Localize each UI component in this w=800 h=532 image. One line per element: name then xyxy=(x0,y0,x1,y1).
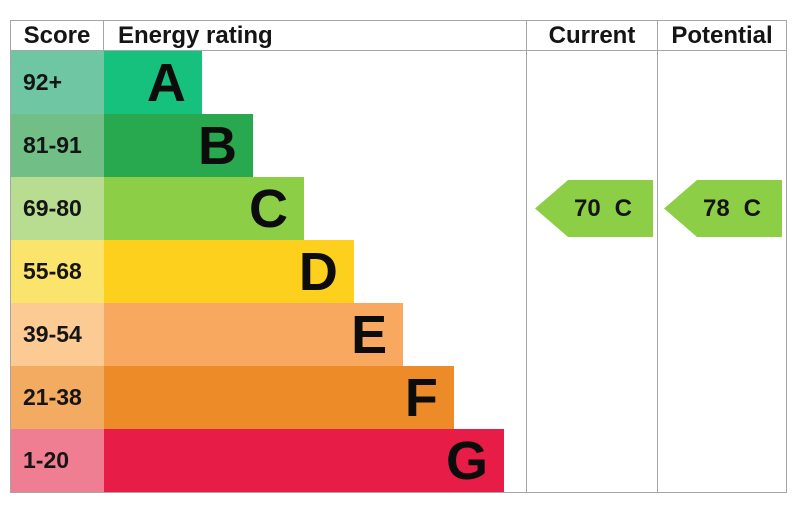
header-potential-label: Potential xyxy=(671,21,773,49)
band-bar-d: D xyxy=(104,240,354,303)
current-cell-c: 70 C xyxy=(526,177,657,240)
band-letter-c: C xyxy=(249,178,289,239)
potential-band-letter: C xyxy=(743,194,762,222)
potential-rating-arrow: 78 C xyxy=(664,180,782,237)
score-range-b-label: 81-91 xyxy=(23,132,82,158)
score-range-g: 1-20 xyxy=(11,429,104,492)
potential-cell-a xyxy=(657,51,786,114)
band-bar-a: A xyxy=(104,51,202,114)
band-letter-d: D xyxy=(298,241,338,302)
score-range-d: 55-68 xyxy=(11,240,104,303)
current-score-value: 70 xyxy=(573,194,601,222)
band-bar-cell-d: D xyxy=(104,240,526,303)
band-bar-cell-a: A xyxy=(104,51,526,114)
band-bar-b: B xyxy=(104,114,253,177)
band-bar-cell-b: B xyxy=(104,114,526,177)
current-band-letter: C xyxy=(614,194,633,222)
header-current-label: Current xyxy=(548,21,636,49)
current-cell-b xyxy=(526,114,657,177)
score-range-g-label: 1-20 xyxy=(23,447,70,473)
current-cell-e xyxy=(526,303,657,366)
header-energy-rating: Energy rating xyxy=(104,21,526,51)
potential-cell-d xyxy=(657,240,786,303)
score-range-f-label: 21-38 xyxy=(23,384,82,410)
potential-cell-f xyxy=(657,366,786,429)
current-cell-g xyxy=(526,429,657,492)
potential-cell-e xyxy=(657,303,786,366)
band-letter-b: B xyxy=(197,115,237,176)
header-score-label: Score xyxy=(23,21,91,49)
epc-rating-chart: Score Energy rating Current Potential 92… xyxy=(10,20,787,493)
band-bar-c: C xyxy=(104,177,305,240)
score-range-d-label: 55-68 xyxy=(23,258,82,284)
score-range-a: 92+ xyxy=(11,51,104,114)
score-range-e-label: 39-54 xyxy=(23,321,82,347)
current-cell-a xyxy=(526,51,657,114)
band-letter-f: F xyxy=(404,367,438,428)
current-cell-d xyxy=(526,240,657,303)
header-current: Current xyxy=(526,21,657,51)
potential-score-value: 78 xyxy=(702,194,730,222)
current-cell-f xyxy=(526,366,657,429)
band-bar-cell-f: F xyxy=(104,366,526,429)
band-bar-f: F xyxy=(104,366,454,429)
score-range-a-label: 92+ xyxy=(23,69,63,95)
score-range-f: 21-38 xyxy=(11,366,104,429)
header-score: Score xyxy=(11,21,104,51)
band-letter-a: A xyxy=(146,52,186,113)
band-bar-g: G xyxy=(104,429,505,492)
band-bar-cell-e: E xyxy=(104,303,526,366)
band-letter-g: G xyxy=(446,430,489,491)
potential-cell-c: 78 C xyxy=(657,177,786,240)
header-energy-rating-label: Energy rating xyxy=(118,21,273,49)
band-bar-e: E xyxy=(104,303,404,366)
potential-cell-b xyxy=(657,114,786,177)
band-bar-cell-c: C xyxy=(104,177,526,240)
score-range-c-label: 69-80 xyxy=(23,195,82,221)
score-range-e: 39-54 xyxy=(11,303,104,366)
score-range-c: 69-80 xyxy=(11,177,104,240)
current-rating-arrow: 70 C xyxy=(535,180,653,237)
potential-cell-g xyxy=(657,429,786,492)
score-range-b: 81-91 xyxy=(11,114,104,177)
band-bar-cell-g: G xyxy=(104,429,526,492)
band-letter-e: E xyxy=(351,304,388,365)
header-potential: Potential xyxy=(657,21,786,51)
